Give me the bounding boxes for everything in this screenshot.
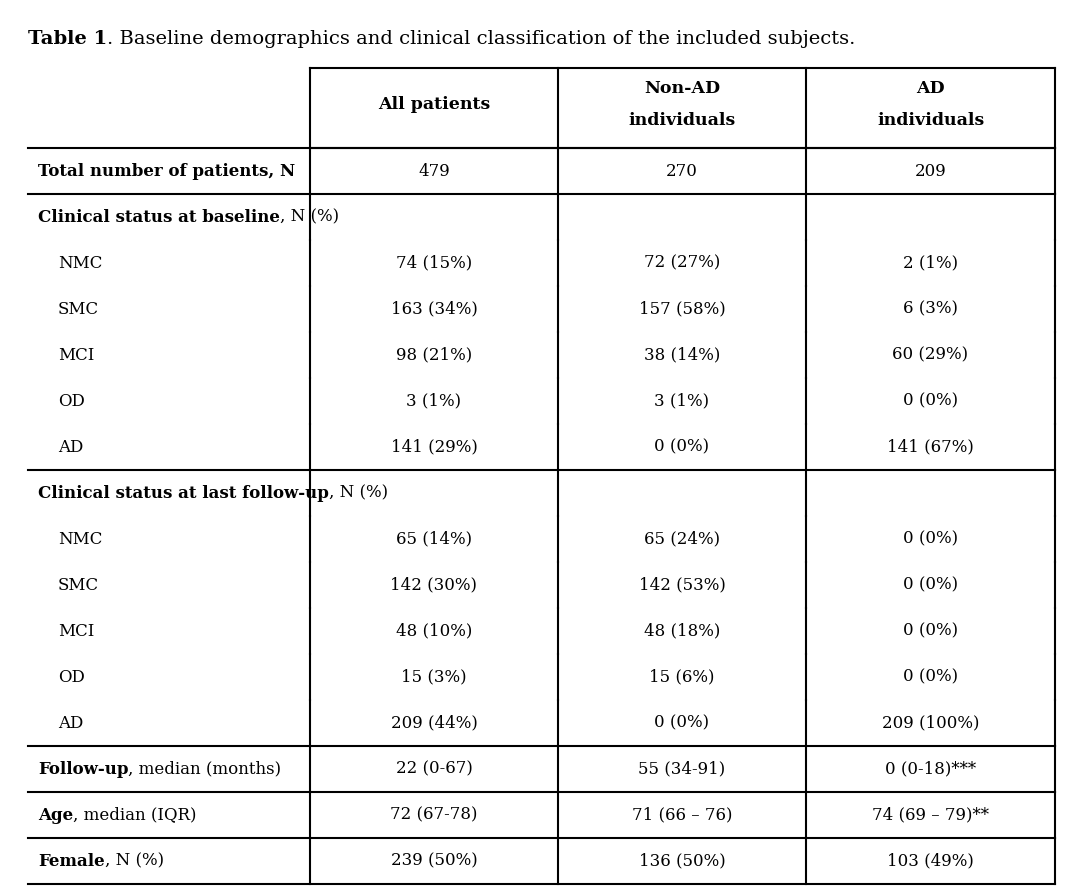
Text: , N (%): , N (%)	[280, 209, 339, 226]
Text: 6 (3%): 6 (3%)	[903, 300, 958, 318]
Text: 48 (10%): 48 (10%)	[395, 622, 472, 639]
Text: 209 (100%): 209 (100%)	[881, 715, 980, 732]
Text: individuals: individuals	[629, 112, 735, 129]
Text: SMC: SMC	[58, 576, 99, 593]
Text: 239 (50%): 239 (50%)	[391, 852, 477, 869]
Text: NMC: NMC	[58, 530, 103, 548]
Text: 15 (3%): 15 (3%)	[401, 669, 467, 686]
Text: NMC: NMC	[58, 255, 103, 272]
Text: Clinical status at baseline: Clinical status at baseline	[38, 209, 280, 226]
Text: Total number of patients, N: Total number of patients, N	[38, 163, 295, 179]
Text: 0 (0%): 0 (0%)	[903, 669, 958, 686]
Text: 0 (0%): 0 (0%)	[903, 576, 958, 593]
Text: 15 (6%): 15 (6%)	[649, 669, 715, 686]
Text: Table 1: Table 1	[28, 30, 107, 48]
Text: Clinical status at last follow-up: Clinical status at last follow-up	[38, 485, 329, 502]
Text: 142 (53%): 142 (53%)	[638, 576, 726, 593]
Text: 3 (1%): 3 (1%)	[654, 392, 710, 409]
Text: Non-AD: Non-AD	[644, 80, 720, 97]
Text: OD: OD	[58, 392, 85, 409]
Text: 141 (67%): 141 (67%)	[887, 439, 974, 456]
Text: individuals: individuals	[877, 112, 984, 129]
Text: 74 (15%): 74 (15%)	[396, 255, 472, 272]
Text: MCI: MCI	[58, 346, 94, 363]
Text: 48 (18%): 48 (18%)	[644, 622, 720, 639]
Text: 22 (0-67): 22 (0-67)	[395, 760, 472, 778]
Text: 72 (27%): 72 (27%)	[644, 255, 720, 272]
Text: AD: AD	[916, 80, 945, 97]
Text: 38 (14%): 38 (14%)	[644, 346, 720, 363]
Text: 209 (44%): 209 (44%)	[391, 715, 477, 732]
Text: 3 (1%): 3 (1%)	[406, 392, 461, 409]
Text: OD: OD	[58, 669, 85, 686]
Text: , median (IQR): , median (IQR)	[73, 806, 197, 823]
Text: 270: 270	[666, 163, 698, 179]
Text: 0 (0-18)***: 0 (0-18)***	[885, 760, 976, 778]
Text: 2 (1%): 2 (1%)	[903, 255, 958, 272]
Text: MCI: MCI	[58, 622, 94, 639]
Text: 74 (69 – 79)**: 74 (69 – 79)**	[872, 806, 989, 823]
Text: , N (%): , N (%)	[329, 485, 388, 502]
Text: 157 (58%): 157 (58%)	[638, 300, 726, 318]
Text: 142 (30%): 142 (30%)	[391, 576, 477, 593]
Text: 0 (0%): 0 (0%)	[903, 622, 958, 639]
Text: 65 (14%): 65 (14%)	[396, 530, 472, 548]
Text: 479: 479	[418, 163, 450, 179]
Text: SMC: SMC	[58, 300, 99, 318]
Text: , N (%): , N (%)	[105, 852, 164, 869]
Text: AD: AD	[58, 439, 83, 456]
Text: , median (months): , median (months)	[129, 760, 282, 778]
Text: 163 (34%): 163 (34%)	[391, 300, 477, 318]
Text: 136 (50%): 136 (50%)	[638, 852, 726, 869]
Text: 65 (24%): 65 (24%)	[644, 530, 720, 548]
Text: 0 (0%): 0 (0%)	[654, 715, 710, 732]
Text: 209: 209	[915, 163, 946, 179]
Text: Age: Age	[38, 806, 73, 823]
Text: 72 (67-78): 72 (67-78)	[390, 806, 477, 823]
Text: 0 (0%): 0 (0%)	[903, 530, 958, 548]
Text: Follow-up: Follow-up	[38, 760, 129, 778]
Text: . Baseline demographics and clinical classification of the included subjects.: . Baseline demographics and clinical cla…	[107, 30, 855, 48]
Text: 0 (0%): 0 (0%)	[903, 392, 958, 409]
Text: 60 (29%): 60 (29%)	[892, 346, 969, 363]
Text: 55 (34-91): 55 (34-91)	[638, 760, 726, 778]
Text: 98 (21%): 98 (21%)	[396, 346, 472, 363]
Text: 141 (29%): 141 (29%)	[391, 439, 477, 456]
Text: 0 (0%): 0 (0%)	[654, 439, 710, 456]
Text: 103 (49%): 103 (49%)	[887, 852, 974, 869]
Text: AD: AD	[58, 715, 83, 732]
Text: Female: Female	[38, 852, 105, 869]
Text: 71 (66 – 76): 71 (66 – 76)	[632, 806, 732, 823]
Text: All patients: All patients	[378, 96, 490, 113]
